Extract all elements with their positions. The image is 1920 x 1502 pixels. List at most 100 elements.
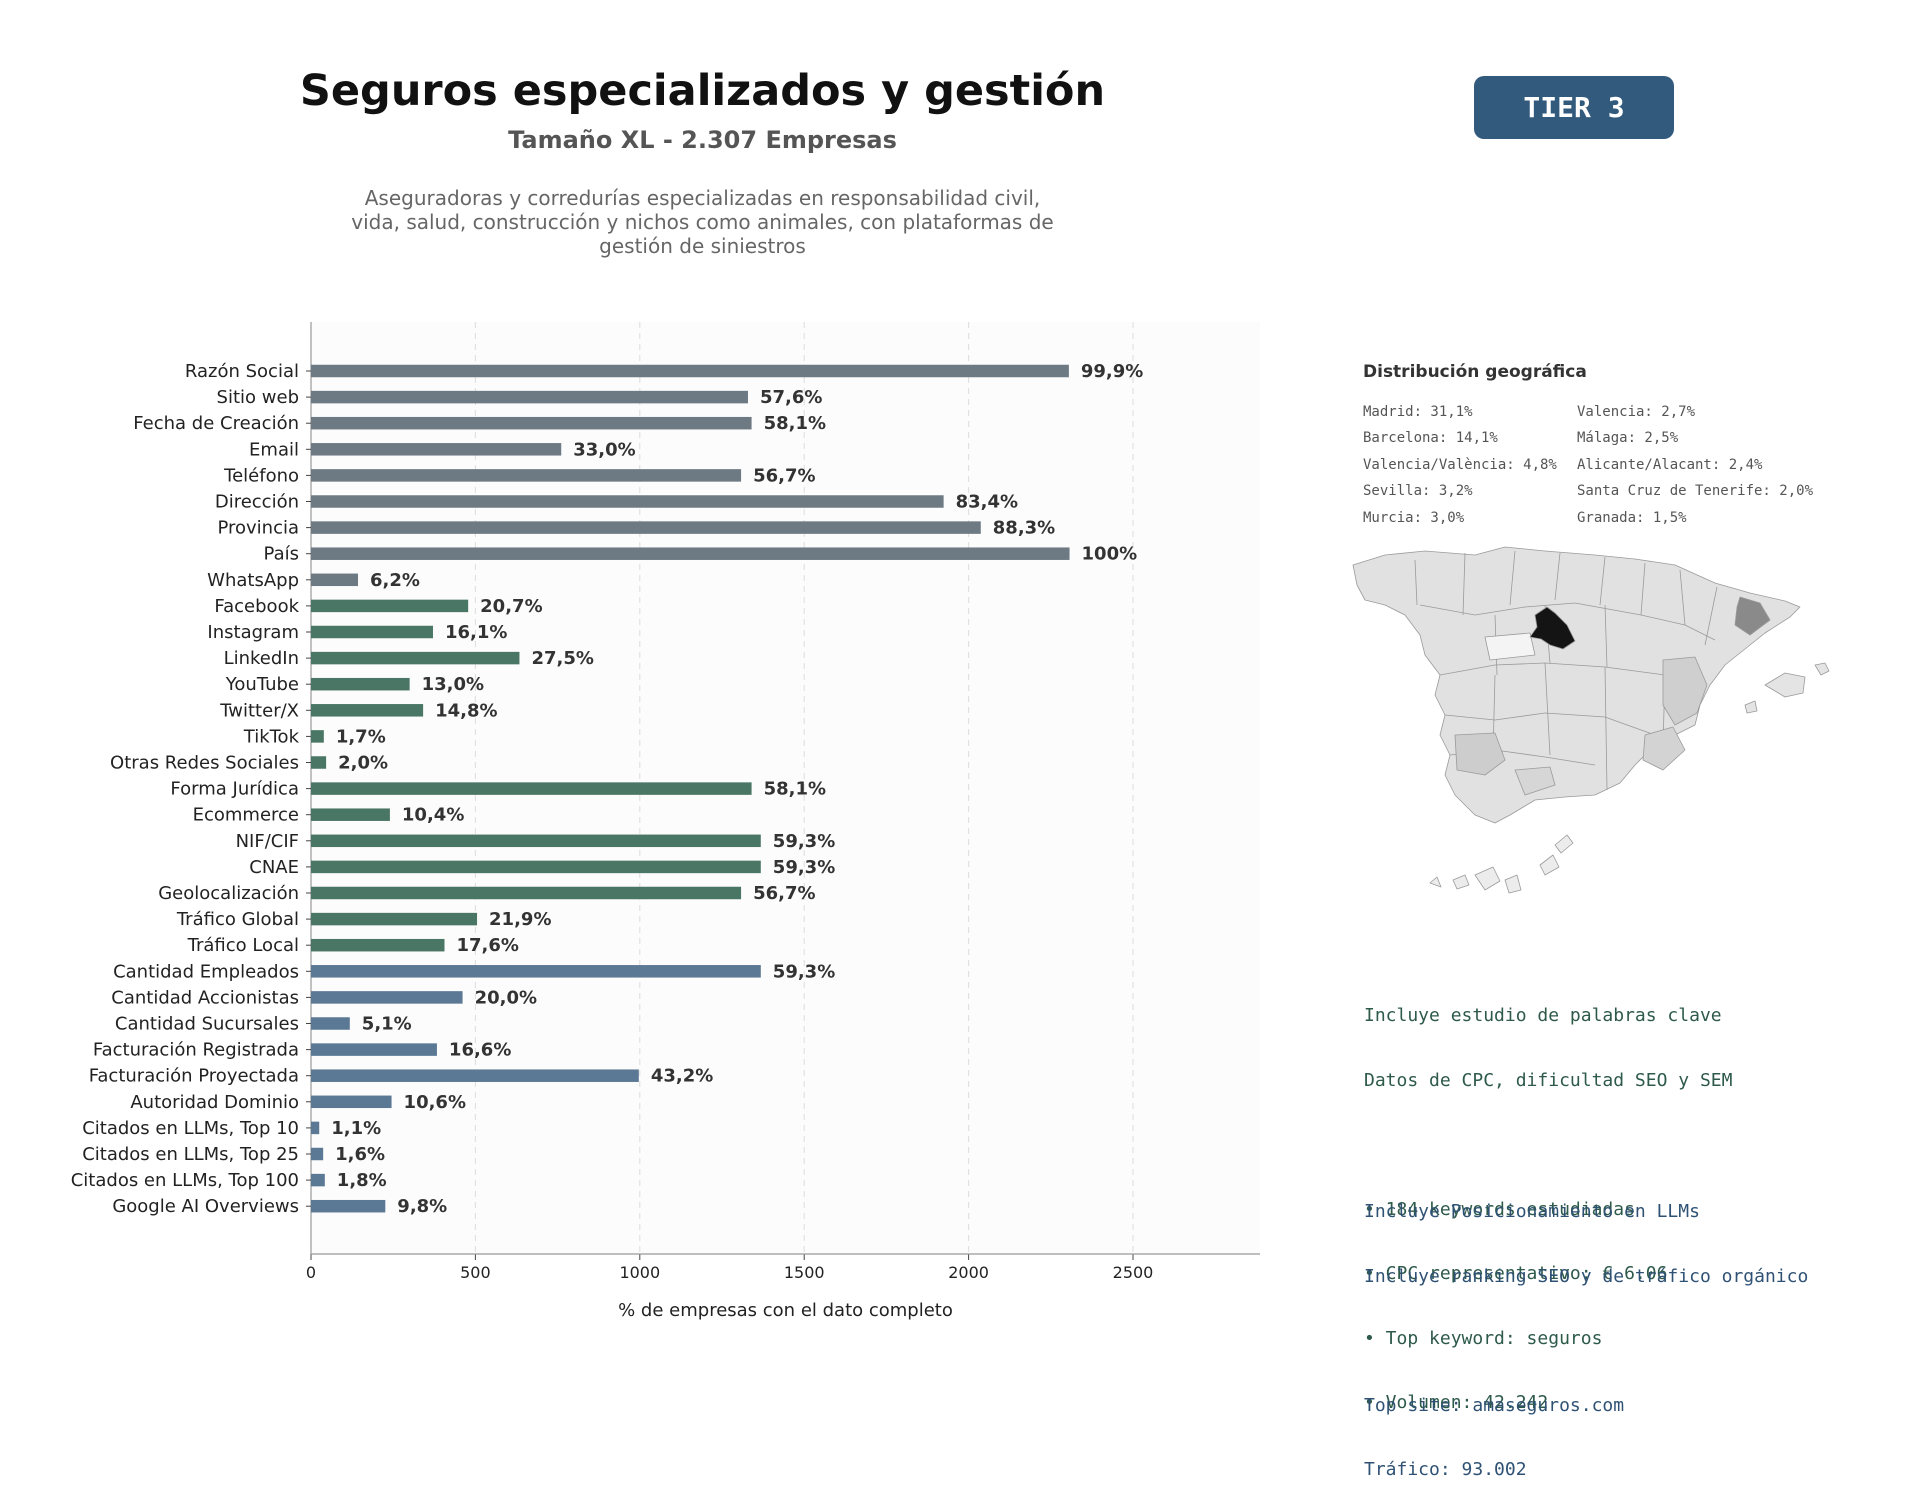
keywords-info: Incluye estudio de palabras clave Datos … xyxy=(1364,962,1732,1435)
x-tick-label: 0 xyxy=(306,1263,316,1282)
category-label: Facebook xyxy=(214,596,299,617)
bar xyxy=(311,834,761,848)
keywords-bullet: • Volumen: 42.242 xyxy=(1364,1392,1549,1413)
keywords-line: Incluye estudio de palabras clave xyxy=(1364,1005,1722,1026)
category-label: Cantidad Accionistas xyxy=(111,987,299,1008)
category-label: Citados en LLMs, Top 10 xyxy=(82,1118,299,1139)
province-malaga xyxy=(1514,766,1556,796)
bar-chart: 0 500 1000 1500 2000 2500 % de empresas con el… xyxy=(71,322,1260,1321)
category-label: WhatsApp xyxy=(207,570,299,591)
bar xyxy=(311,495,944,508)
category-label: Razón Social xyxy=(185,361,299,382)
spain-province-map xyxy=(1352,546,1830,894)
description: Aseguradoras y corredurías especializada… xyxy=(330,186,1075,258)
bar-value-label: 1,8% xyxy=(337,1170,387,1191)
geo-item: Sevilla: 3,2% xyxy=(1363,483,1473,500)
geo-item: Valencia/València: 4,8% xyxy=(1363,456,1557,473)
category-label: NIF/CIF xyxy=(236,831,299,852)
category-label: Ecommerce xyxy=(193,805,299,826)
bar-value-label: 16,1% xyxy=(445,622,507,643)
keywords-bullet: • Top keyword: seguros xyxy=(1364,1327,1603,1349)
bar-value-label: 9,8% xyxy=(397,1196,447,1217)
bar-value-label: 56,7% xyxy=(753,883,815,904)
keywords-bullet: • CPC representativo: € 6.06 xyxy=(1364,1263,1668,1284)
x-tick-label: 2000 xyxy=(948,1263,989,1282)
geo-item: Alicante/Alacant: 2,4% xyxy=(1577,456,1763,473)
bar-value-label: 59,3% xyxy=(773,831,835,852)
bar-value-label: 17,6% xyxy=(456,935,518,956)
bar-value-label: 33,0% xyxy=(573,439,635,460)
category-label: TikTok xyxy=(243,726,300,747)
bar xyxy=(311,991,463,1004)
province-madrid xyxy=(1529,606,1576,650)
tier-badge: TIER 3 xyxy=(1474,76,1674,139)
bar-value-label: 20,0% xyxy=(475,987,537,1008)
bar-value-label: 2,0% xyxy=(338,753,388,774)
bar xyxy=(311,1069,639,1082)
description-line: vida, salud, construcción y nichos como … xyxy=(351,210,1054,234)
bar-value-label: 16,6% xyxy=(449,1040,511,1061)
geo-distribution-list: Madrid: 31,1% Valencia: 2,7% Barcelona: … xyxy=(1363,399,1883,531)
bar-value-label: 59,3% xyxy=(773,857,835,878)
geo-item: Murcia: 3,0% xyxy=(1363,509,1465,526)
bar xyxy=(311,573,359,587)
province-toledo xyxy=(1484,632,1536,661)
peninsula-shape xyxy=(1352,546,1801,824)
bar xyxy=(311,1043,437,1056)
x-tick-label: 1000 xyxy=(619,1263,660,1282)
bar-value-label: 100% xyxy=(1082,544,1138,565)
llm-line: Incluye Posicionamiento en LLMs xyxy=(1364,1201,1700,1222)
geo-item: Granada: 1,5% xyxy=(1577,509,1687,526)
bar-value-label: 10,4% xyxy=(402,805,464,826)
bar xyxy=(311,1147,324,1161)
category-label: Email xyxy=(249,439,299,460)
bar xyxy=(311,416,752,430)
bar xyxy=(311,886,742,900)
bar xyxy=(311,965,761,978)
bar xyxy=(311,782,752,795)
bar-value-label: 10,6% xyxy=(404,1092,466,1113)
category-label: Geolocalización xyxy=(158,883,299,904)
category-label: LinkedIn xyxy=(224,648,299,669)
category-label: YouTube xyxy=(225,674,299,695)
bar-value-label: 58,1% xyxy=(764,779,826,800)
bar xyxy=(311,704,424,717)
canary-islands xyxy=(1429,834,1574,894)
bar-value-label: 56,7% xyxy=(753,465,815,486)
description-line: Aseguradoras y corredurías especializada… xyxy=(364,186,1041,210)
page-subtitle: Tamaño XL - 2.307 Empresas xyxy=(508,126,897,154)
bar-value-label: 1,7% xyxy=(336,726,386,747)
bar-value-label: 99,9% xyxy=(1081,361,1143,382)
bar xyxy=(311,756,327,769)
bar xyxy=(311,469,742,482)
x-tick-label: 1500 xyxy=(784,1263,825,1282)
bar xyxy=(311,677,410,691)
geo-item: Barcelona: 14,1% xyxy=(1363,430,1498,447)
province-barcelona xyxy=(1734,596,1771,636)
geo-item: Santa Cruz de Tenerife: 2,0% xyxy=(1577,483,1814,500)
x-axis-label: % de empresas con el dato completo xyxy=(618,1300,953,1321)
geo-item: Valencia: 2,7% xyxy=(1577,404,1696,420)
bar-value-label: 14,8% xyxy=(435,700,497,721)
bar-value-label: 83,4% xyxy=(956,492,1018,513)
bar-value-label: 88,3% xyxy=(993,518,1055,539)
bar xyxy=(311,547,1070,560)
bar xyxy=(311,1199,386,1213)
x-tick-label: 2500 xyxy=(1113,1263,1154,1282)
x-tick-label: 500 xyxy=(460,1263,491,1282)
bar xyxy=(311,1095,392,1109)
category-label: Otras Redes Sociales xyxy=(110,753,299,774)
bar-value-label: 1,6% xyxy=(335,1144,385,1165)
category-label: Fecha de Creación xyxy=(133,413,299,434)
bar-value-label: 5,1% xyxy=(362,1014,412,1035)
geo-item: Málaga: 2,5% xyxy=(1577,430,1679,447)
bar xyxy=(311,599,469,613)
bar-value-label: 1,1% xyxy=(331,1118,381,1139)
bar xyxy=(311,443,562,456)
bar xyxy=(311,1017,350,1030)
geo-item: Madrid: 31,1% xyxy=(1363,404,1473,420)
balearic-islands xyxy=(1744,662,1830,714)
province-murcia xyxy=(1642,726,1686,771)
category-label: CNAE xyxy=(249,857,299,878)
bar-value-label: 20,7% xyxy=(480,596,542,617)
